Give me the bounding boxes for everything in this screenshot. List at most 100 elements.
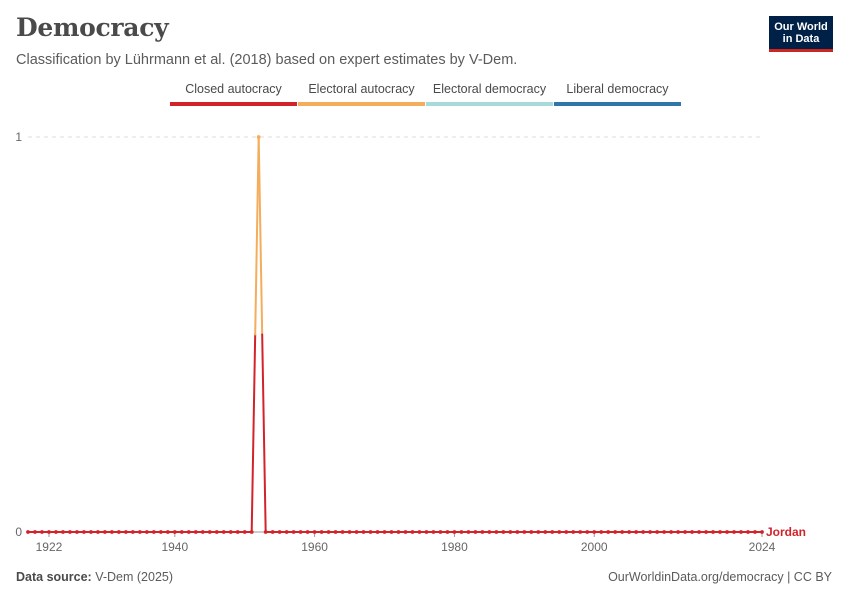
data-point-1999 — [585, 530, 590, 534]
data-point-1992 — [536, 530, 541, 534]
data-point-2014 — [690, 530, 694, 534]
x-tick-label-1922: 1922 — [36, 540, 63, 554]
data-point-1969 — [375, 530, 380, 534]
data-point-2023 — [753, 530, 757, 534]
data-point-1991 — [529, 530, 534, 534]
data-point-1982 — [466, 530, 471, 534]
data-point-1928 — [89, 530, 93, 534]
data-point-1980 — [452, 530, 457, 534]
data-point-2000 — [592, 530, 597, 534]
series-segment — [254, 136, 260, 336]
chart-title: Democracy — [16, 13, 169, 42]
data-point-2012 — [676, 530, 681, 534]
data-point-1942 — [186, 530, 191, 534]
data-point-1961 — [319, 530, 324, 534]
data-point-1947 — [221, 530, 226, 534]
data-point-2013 — [683, 530, 688, 534]
data-point-1948 — [228, 530, 233, 534]
data-source-label: Data source: — [16, 570, 92, 584]
data-point-2015 — [697, 530, 701, 534]
data-point-2022 — [746, 530, 750, 534]
legend-item-electoral-autocracy[interactable]: Electoral autocracy — [298, 82, 425, 106]
x-tick-label-1980: 1980 — [441, 540, 468, 554]
data-point-1934 — [130, 530, 135, 534]
data-point-1938 — [158, 530, 163, 534]
data-point-2004 — [620, 530, 625, 534]
data-point-1989 — [515, 530, 520, 534]
x-tick-label-1940: 1940 — [161, 540, 188, 554]
data-point-1930 — [102, 530, 107, 534]
series-segment — [261, 333, 267, 533]
legend-item-electoral-democracy[interactable]: Electoral democracy — [426, 82, 553, 106]
data-point-1975 — [417, 530, 422, 534]
data-point-1949 — [235, 530, 240, 534]
data-point-1997 — [571, 530, 576, 534]
data-point-1995 — [557, 530, 562, 534]
y-tick-label-1: 1 — [15, 130, 22, 144]
data-point-2006 — [634, 530, 639, 534]
x-tick-label-2024: 2024 — [749, 540, 776, 554]
data-point-2011 — [669, 530, 674, 534]
data-point-1967 — [361, 530, 366, 534]
data-point-1923 — [54, 530, 58, 534]
data-point-1960 — [312, 530, 317, 534]
data-point-1986 — [494, 530, 499, 534]
legend-item-closed-autocracy[interactable]: Closed autocracy — [170, 82, 297, 106]
logo-line-2: in Data — [782, 33, 820, 45]
footer-link[interactable]: OurWorldinData.org/democracy | CC BY — [608, 570, 832, 584]
data-point-1985 — [487, 530, 492, 534]
data-point-2002 — [606, 530, 611, 534]
data-point-1933 — [123, 530, 128, 534]
data-point-1932 — [116, 530, 121, 534]
data-point-1976 — [424, 530, 429, 534]
chart-subtitle: Classification by Lührmann et al. (2018)… — [16, 52, 518, 68]
data-point-1944 — [200, 530, 205, 534]
data-point-1983 — [473, 530, 478, 534]
data-point-2003 — [613, 530, 618, 534]
data-point-1945 — [207, 530, 212, 534]
data-point-1977 — [431, 530, 436, 534]
data-point-1979 — [445, 530, 450, 534]
data-point-1955 — [277, 530, 282, 534]
data-point-1998 — [578, 530, 583, 534]
data-point-1987 — [501, 530, 506, 534]
data-point-1978 — [438, 530, 443, 534]
data-point-1927 — [82, 530, 86, 534]
data-point-2008 — [648, 530, 653, 534]
data-point-1941 — [179, 530, 184, 534]
data-point-1971 — [389, 530, 394, 534]
data-point-1931 — [109, 530, 114, 534]
data-point-1959 — [305, 530, 310, 534]
data-point-1990 — [522, 530, 527, 534]
data-point-1970 — [382, 530, 387, 534]
data-point-1973 — [403, 530, 408, 534]
data-point-1966 — [354, 530, 359, 534]
x-tick-label-1960: 1960 — [301, 540, 328, 554]
data-point-1940 — [172, 530, 177, 534]
data-point-1968 — [368, 530, 373, 534]
data-point-1952 — [256, 135, 261, 139]
data-point-1919 — [26, 530, 30, 534]
data-point-1925 — [68, 530, 72, 534]
data-point-2020 — [732, 530, 736, 534]
data-point-1981 — [459, 530, 464, 534]
data-point-2021 — [739, 530, 743, 534]
data-point-1924 — [61, 530, 65, 534]
data-point-2007 — [641, 530, 646, 534]
data-point-2001 — [599, 530, 604, 534]
owid-logo[interactable]: Our World in Data — [769, 16, 833, 52]
data-point-1920 — [33, 530, 37, 534]
logo-line-1: Our World — [774, 21, 828, 33]
data-point-2018 — [718, 530, 722, 534]
series-segment — [250, 333, 257, 533]
data-point-1994 — [550, 530, 555, 534]
data-point-1954 — [270, 530, 275, 534]
data-point-1936 — [144, 530, 149, 534]
legend-item-liberal-democracy[interactable]: Liberal democracy — [554, 82, 681, 106]
data-point-1974 — [410, 530, 415, 534]
data-point-1939 — [165, 530, 170, 534]
data-point-1963 — [333, 530, 338, 534]
data-point-1996 — [564, 530, 569, 534]
data-point-1962 — [326, 530, 331, 534]
